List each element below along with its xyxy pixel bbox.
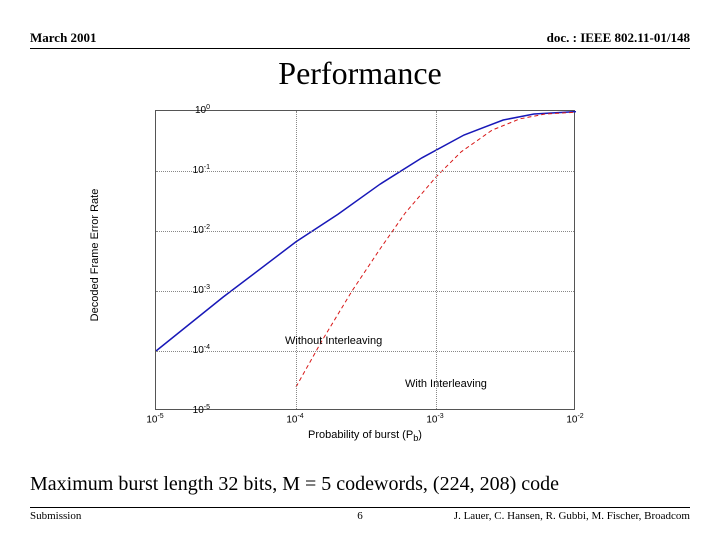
plot-area — [155, 110, 575, 410]
footer-left: Submission — [30, 510, 81, 522]
legend-label: Without Interleaving — [285, 335, 382, 347]
legend-label: With Interleaving — [405, 378, 487, 390]
x-axis-label: Probability of burst (Pb) — [155, 429, 575, 443]
y-tick: 10-1 — [193, 164, 210, 176]
grid-h — [156, 231, 574, 232]
x-tick: 10-3 — [426, 413, 443, 425]
chart-svg — [156, 111, 576, 411]
y-tick: 10-2 — [193, 224, 210, 236]
grid-v — [296, 111, 297, 409]
grid-h — [156, 171, 574, 172]
x-tick: 10-4 — [286, 413, 303, 425]
header-date: March 2001 — [30, 30, 97, 46]
y-tick: 10-3 — [193, 284, 210, 296]
slide-footer: Submission 6 J. Lauer, C. Hansen, R. Gub… — [30, 507, 690, 522]
header-doc-ref: doc. : IEEE 802.11-01/148 — [547, 30, 690, 46]
chart-caption: Maximum burst length 32 bits, M = 5 code… — [30, 473, 690, 496]
grid-h — [156, 291, 574, 292]
grid-v — [436, 111, 437, 409]
grid-h — [156, 351, 574, 352]
x-tick: 10-2 — [566, 413, 583, 425]
y-tick: 10-5 — [193, 404, 210, 416]
y-tick: 100 — [195, 104, 210, 116]
page-title: Performance — [0, 55, 720, 92]
footer-authors: J. Lauer, C. Hansen, R. Gubbi, M. Fische… — [454, 510, 690, 522]
x-tick: 10-5 — [146, 413, 163, 425]
performance-chart: Decoded Frame Error Rate Probability of … — [105, 105, 585, 450]
y-tick: 10-4 — [193, 344, 210, 356]
page-number: 6 — [357, 510, 363, 522]
